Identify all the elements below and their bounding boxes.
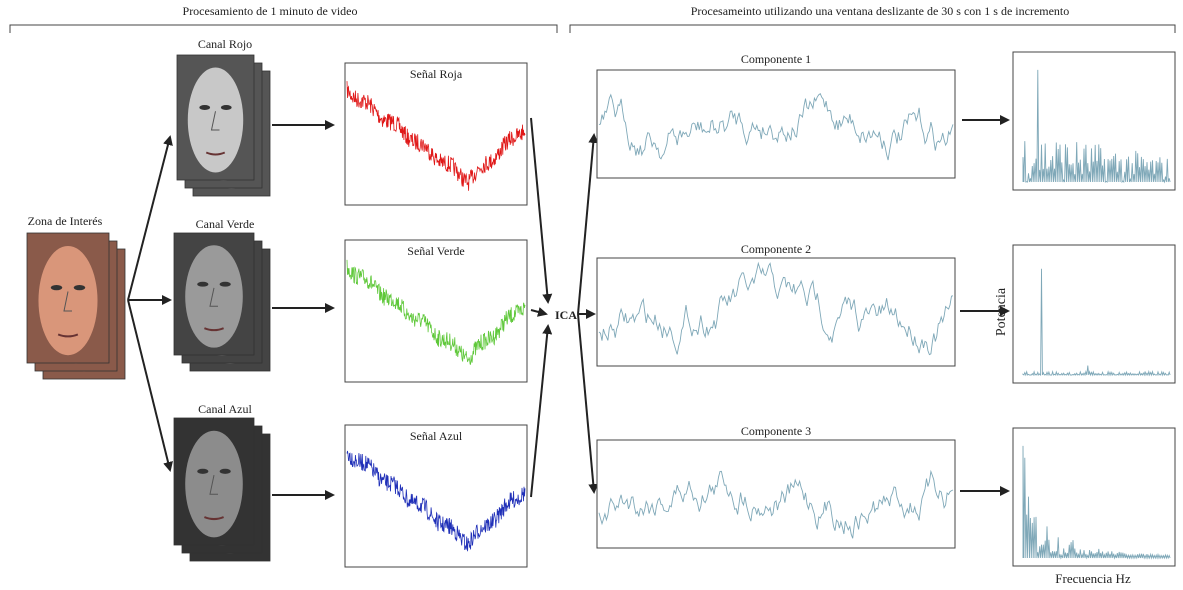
ica-label: ICA: [555, 308, 577, 322]
signal-frame: [345, 63, 527, 205]
eye: [220, 469, 231, 474]
channel-label: Canal Rojo: [198, 37, 252, 51]
eye: [199, 105, 210, 110]
component-frame: [597, 70, 955, 178]
component-frame: [597, 440, 955, 548]
face: [38, 246, 97, 355]
component-title: Componente 1: [741, 52, 811, 66]
arrow: [531, 118, 548, 302]
arrow: [578, 314, 594, 492]
signal-title: Señal Roja: [410, 67, 463, 81]
x-axis-label: Frecuencia Hz: [1055, 571, 1131, 586]
arrow: [531, 310, 546, 314]
bracket-right: [570, 25, 1175, 33]
spectrum-frame: [1013, 428, 1175, 566]
channel-label: Canal Verde: [196, 217, 255, 231]
eye: [74, 285, 85, 290]
arrow: [531, 326, 548, 497]
component-frame: [597, 258, 955, 366]
signal-frame: [345, 425, 527, 567]
spectrum-frame: [1013, 245, 1175, 383]
arrow: [128, 137, 170, 300]
eye: [51, 285, 62, 290]
component-title: Componente 2: [741, 242, 811, 256]
header-right: Procesameinto utilizando una ventana des…: [691, 4, 1070, 18]
channel-label: Canal Azul: [198, 402, 252, 416]
roi-label: Zona de Interés: [28, 214, 103, 228]
bracket-left: [10, 25, 557, 33]
diagram: Procesamiento de 1 minuto de video Proce…: [0, 0, 1183, 590]
arrow: [128, 300, 170, 470]
signal-frame: [345, 240, 527, 382]
header-left: Procesamiento de 1 minuto de video: [183, 4, 358, 18]
eye: [197, 282, 208, 287]
signal-title: Señal Verde: [407, 244, 464, 258]
face: [185, 431, 243, 538]
face: [188, 68, 243, 173]
face: [185, 245, 243, 347]
arrow: [578, 135, 594, 314]
eye: [220, 282, 231, 287]
eye: [221, 105, 232, 110]
signal-title: Señal Azul: [410, 429, 463, 443]
y-axis-label: Potencia: [994, 287, 1009, 336]
component-title: Componente 3: [741, 424, 811, 438]
eye: [197, 469, 208, 474]
